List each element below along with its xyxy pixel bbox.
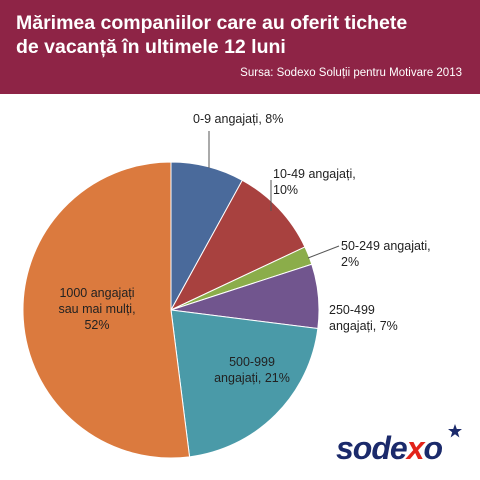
- pie-slices: [22, 161, 320, 459]
- chart-title-line-2: de vacanță în ultimele 12 luni: [16, 36, 286, 58]
- leader-lines: [208, 131, 340, 259]
- source-note: Sursa: Sodexo Soluții pentru Motivare 20…: [240, 67, 462, 79]
- logo-text-part: sode: [336, 430, 408, 466]
- logo-x-letter: x: [406, 430, 425, 466]
- slice-label: 500-999 angajați, 21%: [214, 355, 290, 385]
- pie-slice: [169, 179, 306, 312]
- slice-label: 1000 angajați sau mai mulți, 52%: [58, 286, 135, 332]
- chart-title: Mărimea companiilor care au oferit tiche…: [16, 11, 466, 59]
- slice-labels: 0-9 angajați, 8% 10-49 angajați, 10% 50-249…: [58, 112, 430, 385]
- chart-title-line-1: Mărimea companiilor care au oferit tiche…: [16, 12, 408, 34]
- leader-line: [307, 245, 340, 259]
- slice-label: 250-499 angajați, 7%: [329, 303, 398, 333]
- star-icon: [448, 424, 462, 438]
- sodexo-logo: sodexo: [336, 424, 466, 468]
- slice-label: 50-249 angajati, 2%: [341, 239, 431, 269]
- logo-text-part: o: [423, 430, 443, 466]
- title-banner: Mărimea companiilor care au oferit tiche…: [0, 0, 480, 94]
- logo-wordmark: sodexo: [336, 430, 443, 467]
- pie-slice: [22, 161, 191, 459]
- slice-label: 10-49 angajați, 10%: [273, 167, 356, 197]
- pie-slice: [170, 309, 319, 458]
- slice-label: 0-9 angajați, 8%: [193, 112, 283, 126]
